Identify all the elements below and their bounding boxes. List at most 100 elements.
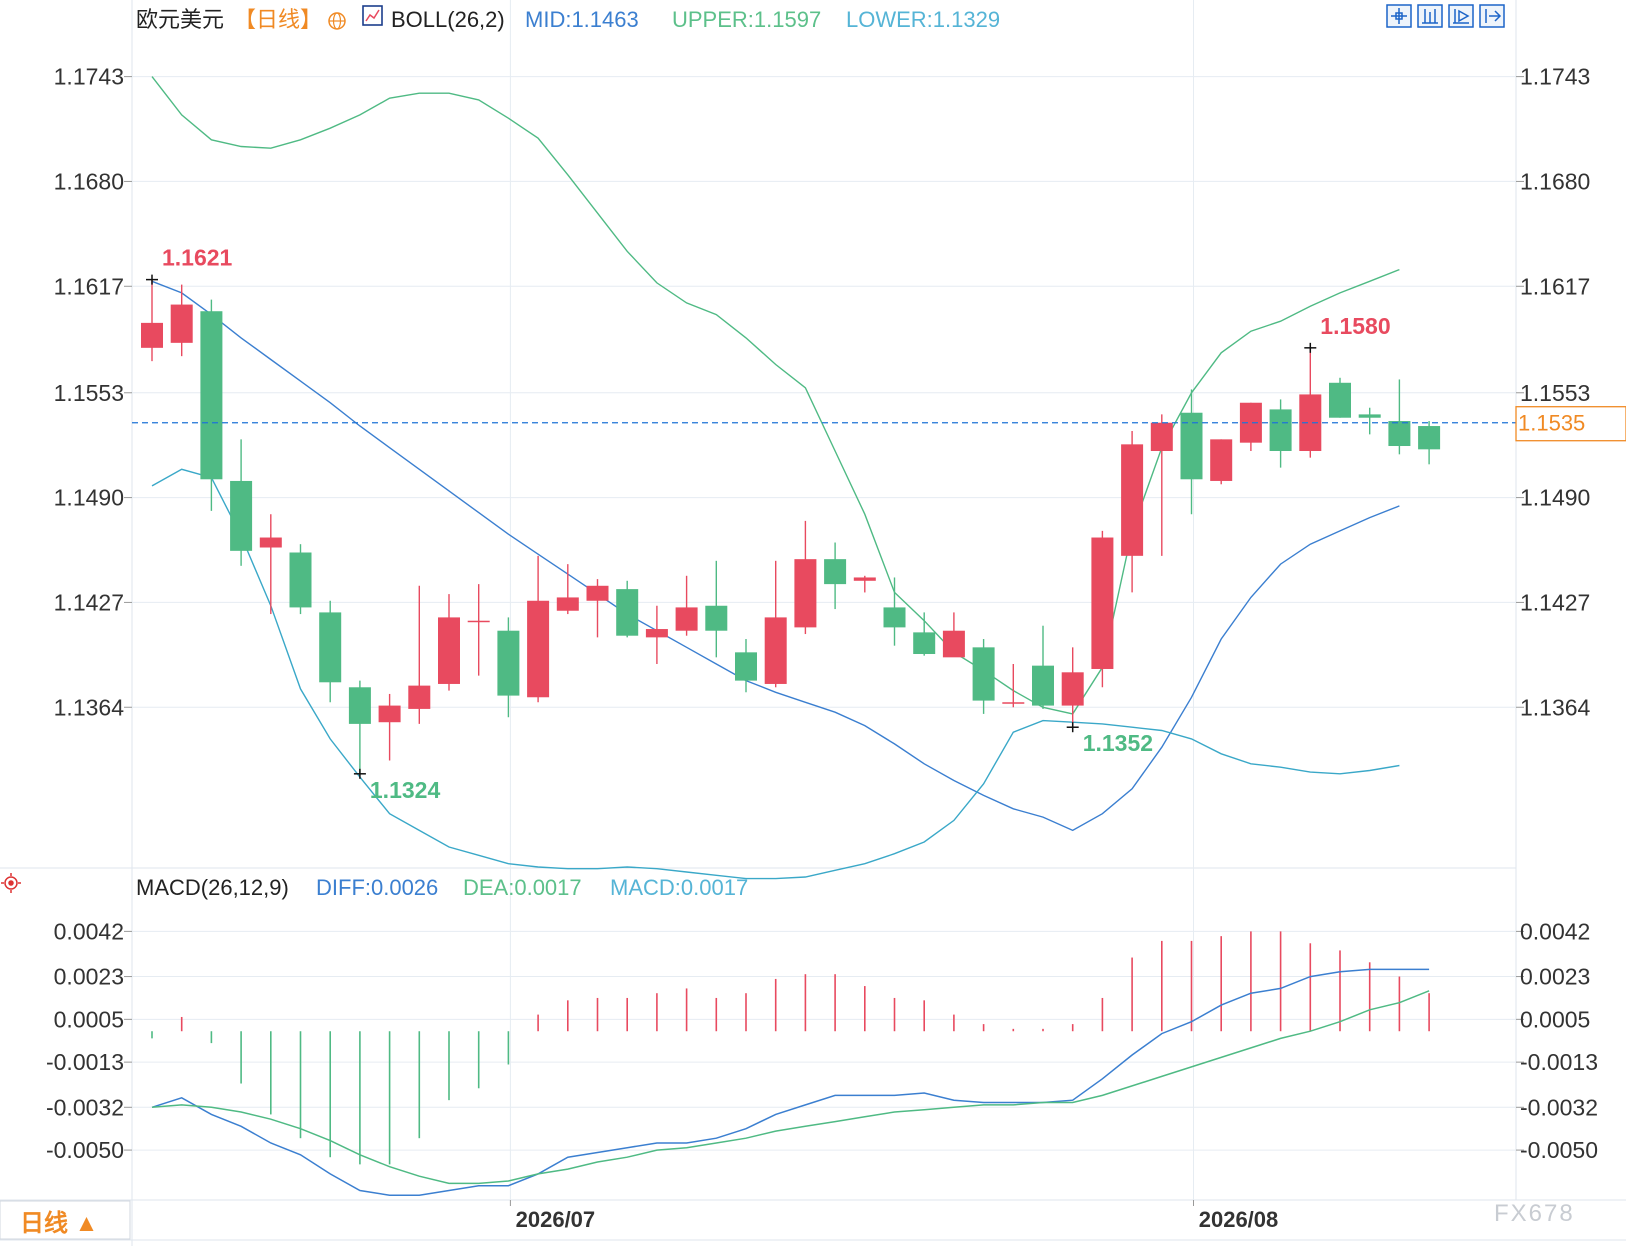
- candle-body: [616, 589, 639, 636]
- macd-tick-label-left: -0.0050: [46, 1137, 124, 1163]
- candle: [438, 594, 460, 691]
- candle-body: [1180, 412, 1203, 480]
- boll-mid-line: [151, 280, 1400, 832]
- candle: [1210, 439, 1233, 485]
- period-button[interactable]: 日线 ▲: [20, 1210, 98, 1237]
- macd-lines: [151, 968, 1430, 1196]
- candle: [913, 612, 936, 656]
- price-axis-left: 1.1743 1.1680 1.1617 1.1553 1.1490 1.1427 1.13…: [54, 64, 132, 720]
- candle: [289, 544, 312, 615]
- candle-body: [289, 552, 312, 608]
- bar-chart-icon[interactable]: [1417, 4, 1443, 28]
- candle: [497, 617, 520, 718]
- candle: [319, 600, 342, 703]
- candle-body: [794, 559, 817, 628]
- macd-settings-icon[interactable]: [1, 873, 21, 893]
- candle: [794, 520, 817, 635]
- macd-tick-label-right: -0.0050: [1520, 1137, 1598, 1163]
- candle-body: [1269, 409, 1292, 451]
- candle-body: [378, 705, 401, 723]
- candle-body: [230, 480, 253, 551]
- price-tick-label-right: 1.1490: [1520, 485, 1590, 511]
- candle: [1121, 431, 1144, 593]
- candle-body: [1329, 382, 1351, 418]
- macd-tick-label-left: 0.0005: [54, 1006, 124, 1032]
- macd-diff-value: DIFF:0.0026: [316, 875, 438, 900]
- macd-axis-right: 0.0042 0.0023 0.0005 -0.0013 -0.0032 -0.0050: [1516, 918, 1598, 1163]
- date-axis: 2026/07 2026/08: [509, 1200, 1278, 1232]
- macd-tick-label-left: -0.0013: [46, 1049, 124, 1075]
- candle: [1061, 647, 1084, 728]
- candle: [1329, 377, 1351, 418]
- macd-tick-label-right: -0.0032: [1520, 1094, 1598, 1120]
- candle: [467, 584, 490, 676]
- current-price-label: 1.1535: [1518, 411, 1585, 436]
- candle-body: [1418, 426, 1441, 450]
- candle: [1358, 407, 1381, 435]
- candle: [141, 279, 163, 362]
- candle-body: [348, 687, 371, 724]
- candle-body: [853, 577, 876, 581]
- candle: [1150, 414, 1173, 556]
- price-tick-label-left: 1.1364: [54, 694, 125, 720]
- candle: [200, 299, 223, 511]
- candle-body: [1210, 439, 1233, 481]
- candle-body: [1358, 414, 1381, 418]
- candle: [1180, 389, 1203, 515]
- play-bar-icon[interactable]: [1448, 4, 1474, 28]
- candle-body: [675, 607, 698, 631]
- boll-mid-value: MID:1.1463: [525, 7, 639, 32]
- candle-body: [586, 585, 609, 601]
- candle: [556, 564, 579, 615]
- macd-dea-value: DEA:0.0017: [463, 875, 582, 900]
- price-tick-label-right: 1.1364: [1520, 694, 1591, 720]
- period-label[interactable]: 【日线】: [234, 7, 322, 32]
- candle-body: [1002, 702, 1025, 704]
- macd-grid: [132, 930, 1516, 1151]
- candle: [378, 693, 401, 761]
- candle: [1418, 421, 1441, 465]
- price-tick-label-right: 1.1617: [1520, 273, 1590, 299]
- candle: [705, 560, 728, 658]
- candle-body: [141, 322, 163, 348]
- candle-body: [527, 600, 550, 698]
- crosshair-icon[interactable]: [1386, 4, 1412, 28]
- candle: [972, 639, 995, 714]
- macd-tick-label-right: 0.0023: [1520, 964, 1590, 990]
- price-tick-label-left: 1.1427: [54, 589, 124, 615]
- period-button-box[interactable]: [0, 1200, 131, 1240]
- candle: [1299, 347, 1322, 458]
- candle-body: [1091, 537, 1114, 669]
- candle: [408, 585, 431, 724]
- price-tick-label-right: 1.1680: [1520, 168, 1590, 194]
- candle: [1269, 399, 1292, 468]
- boll-indicator-name: BOLL(26,2): [391, 7, 505, 32]
- macd-tick-label-left: -0.0032: [46, 1094, 124, 1120]
- boll-header: 欧元美元 【日线】 BOLL(26,2) MID:1.1463 UPPER:1.…: [136, 5, 1000, 32]
- indicator-icon[interactable]: [362, 5, 383, 26]
- candle: [527, 555, 550, 703]
- candle-body: [259, 537, 282, 548]
- high-label: 1.1580: [1320, 313, 1390, 339]
- candle-body: [408, 685, 431, 709]
- low-label: 1.1352: [1083, 730, 1153, 756]
- candle: [259, 514, 282, 615]
- macd-indicator-name: MACD(26,12,9): [136, 875, 289, 900]
- price-tick-label-left: 1.1680: [54, 168, 124, 194]
- candle-body: [1121, 444, 1144, 556]
- price-tick-label-right: 1.1427: [1520, 589, 1590, 615]
- candle: [1388, 379, 1411, 455]
- forward-icon[interactable]: [1479, 4, 1505, 28]
- candle-body: [942, 630, 965, 658]
- price-tick-label-left: 1.1617: [54, 273, 124, 299]
- globe-icon[interactable]: [328, 12, 346, 30]
- candle-body: [1032, 665, 1054, 706]
- candle: [942, 612, 965, 658]
- extreme-annotations: 1.1621 1.1324 1.1352 1.1580: [146, 245, 1391, 803]
- candle: [675, 575, 698, 636]
- macd-axis-left: 0.0042 0.0023 0.0005 -0.0013 -0.0032 -0.0050: [46, 918, 132, 1163]
- high-label: 1.1621: [162, 245, 233, 271]
- price-tick-label-right: 1.1743: [1520, 64, 1590, 90]
- candle-body: [764, 617, 787, 684]
